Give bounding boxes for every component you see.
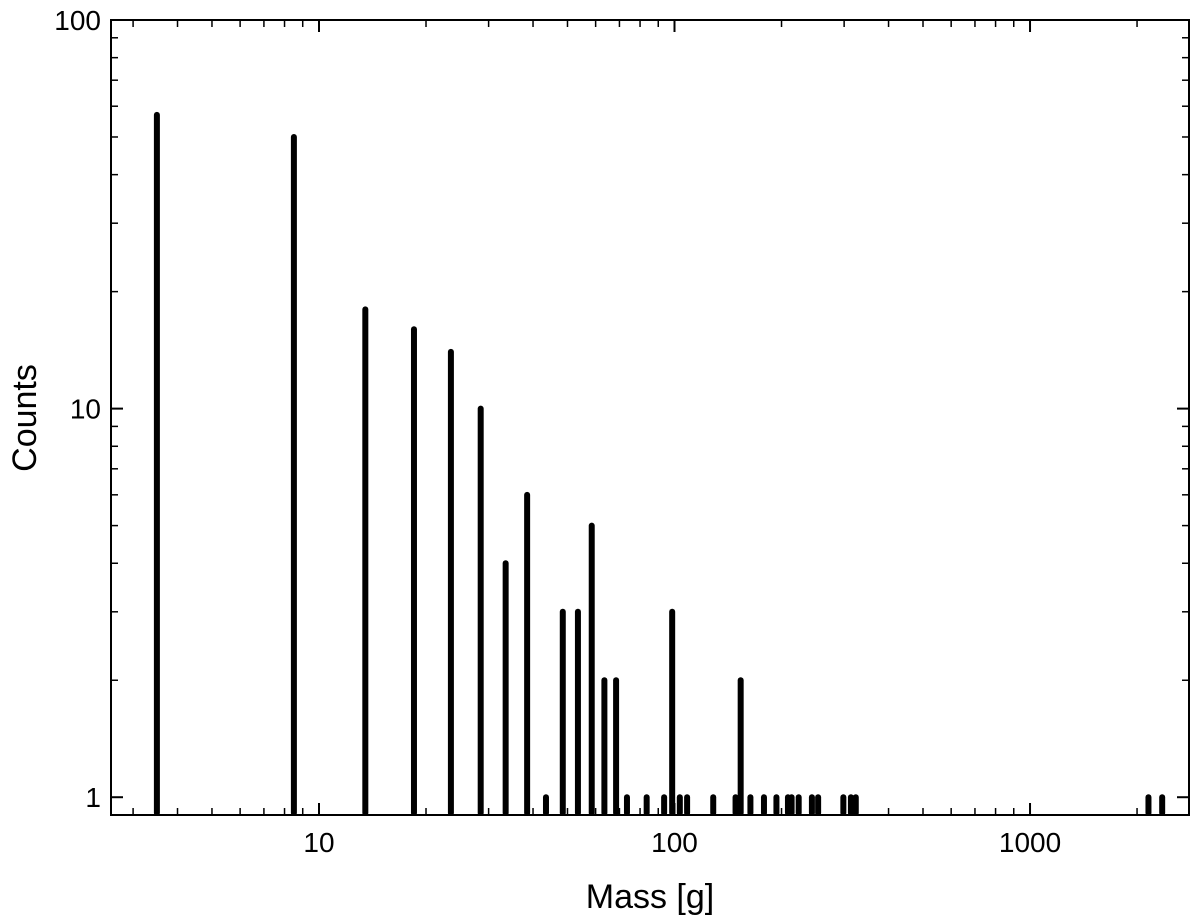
x-tick-label: 100 xyxy=(651,827,698,858)
x-axis-label: Mass [g] xyxy=(586,878,714,916)
x-tick-label: 10 xyxy=(303,827,334,858)
y-tick-label: 10 xyxy=(70,394,101,425)
y-tick-label: 1 xyxy=(85,782,101,813)
y-axis-label: Counts xyxy=(6,364,44,472)
tick-labels: 10 100 1000 1 10 100 xyxy=(54,5,1061,858)
y-tick-label: 100 xyxy=(54,5,101,36)
x-tick-label: 1000 xyxy=(999,827,1061,858)
bars xyxy=(153,111,1166,816)
axis-ticks xyxy=(111,19,1189,816)
plot-frame xyxy=(110,19,1190,816)
